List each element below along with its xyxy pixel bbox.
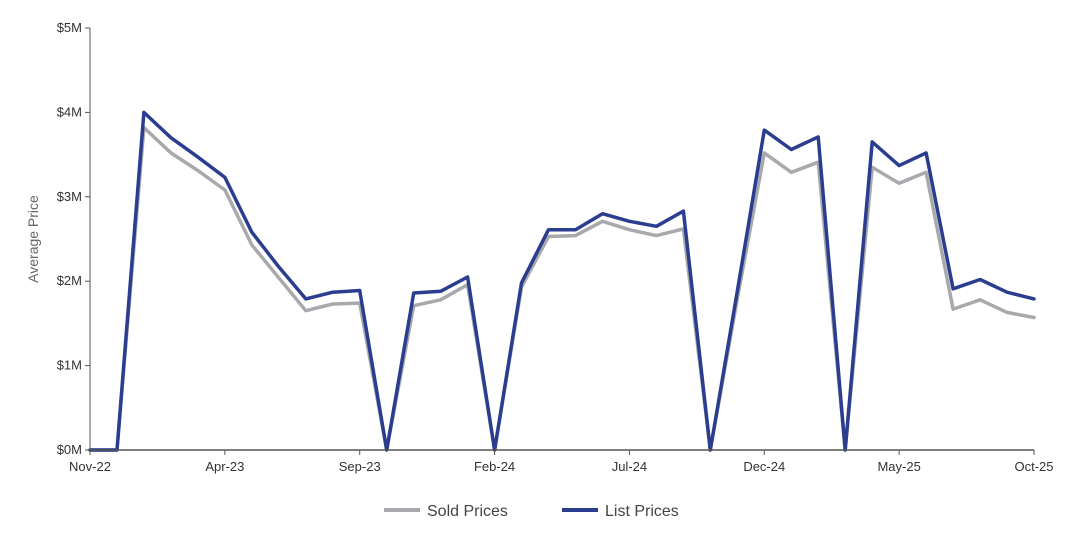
y-tick-label: $3M [57,189,82,204]
series-line-list-prices [88,110,1036,452]
legend: Sold Prices List Prices [384,503,679,520]
y-tick-label: $4M [57,104,82,119]
x-tick-label: Sep-23 [339,459,381,474]
series-line-sold-prices [88,125,1036,452]
x-tick-label: Dec-24 [743,459,785,474]
y-axis-ticks: $0M $1M $2M $3M $4M $5M [57,20,90,457]
y-tick-label: $2M [57,273,82,288]
x-tick-label: Feb-24 [474,459,515,474]
y-axis-title: Average Price [25,195,41,283]
series-layer [88,110,1036,452]
legend-label: Sold Prices [427,503,508,520]
axes-layer [89,28,1034,451]
y-tick-label: $1M [57,358,82,373]
y-tick-label: $5M [57,20,82,35]
x-axis-ticks: Nov-22 Apr-23 Sep-23 Feb-24 Jul-24 Dec-24 May-… [69,450,1054,474]
x-tick-label: Oct-25 [1014,459,1053,474]
x-tick-label: Apr-23 [205,459,244,474]
y-tick-label: $0M [57,442,82,457]
x-tick-label: Nov-22 [69,459,111,474]
x-tick-label: Jul-24 [612,459,647,474]
legend-label: List Prices [605,503,679,520]
x-tick-label: May-25 [877,459,920,474]
